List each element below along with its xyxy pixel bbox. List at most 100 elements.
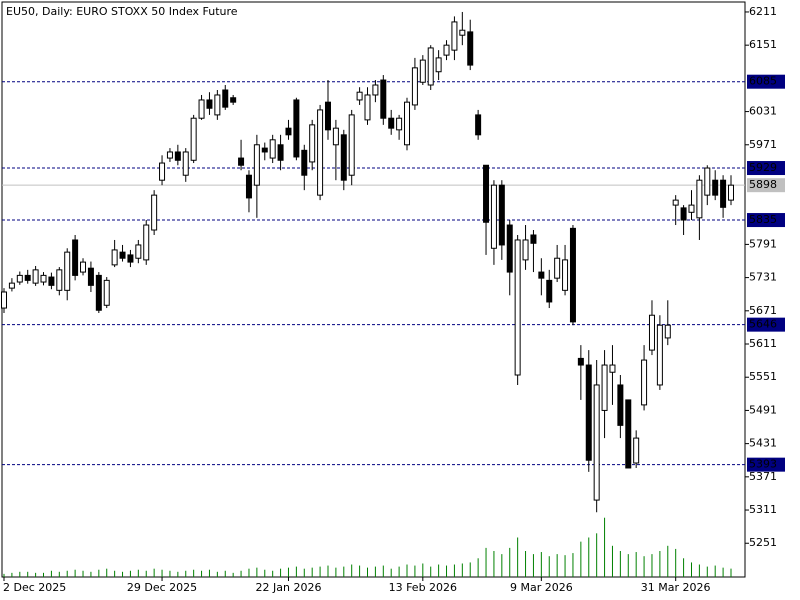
candle-body [238,157,245,166]
candle-body [332,127,339,146]
candle-body [427,47,434,86]
candle-body [40,274,47,283]
candle-body [143,224,150,261]
candle-body [593,384,600,501]
candle-body [119,251,126,259]
y-tick-label: 6211 [749,5,777,18]
candle-body [253,144,260,186]
price-tag-label: 5393 [749,458,777,471]
candle-body [166,151,173,159]
y-tick-label: 5551 [749,370,777,383]
candle-body [585,364,592,461]
candle-body [411,67,418,106]
candle-body [483,164,490,223]
candle-body [530,234,537,244]
candle-body [419,59,426,83]
candle-body [475,114,482,136]
candle-body [285,127,292,136]
candle-body [87,267,94,286]
x-tick-label: 29 Dec 2025 [127,581,197,594]
y-tick-label: 5671 [749,304,777,317]
candle-body [72,239,79,276]
y-tick-label: 5491 [749,403,777,416]
candle-body [340,134,347,181]
candle-body [498,184,505,246]
candle-body [48,276,55,286]
candle-body [656,324,663,386]
candle-body [80,261,87,273]
candle-body [672,199,679,206]
price-tag [747,457,785,472]
price-tag-label: 6085 [749,75,777,88]
candle-body [388,117,395,129]
candle-body [609,364,616,373]
candle-body [198,99,205,119]
candle-body [490,184,497,249]
candle-body [577,357,584,366]
candle-body [372,84,379,96]
y-tick-label: 5791 [749,237,777,250]
y-tick-label: 5371 [749,470,777,483]
y-tick-label: 6151 [749,38,777,51]
candle-body [1,291,7,309]
candle-body [467,31,474,66]
candle-body [522,239,529,261]
chart-title: EU50, Daily: EURO STOXX 50 Index Future [6,5,238,18]
candle-body [214,94,221,116]
price-tag [747,161,785,176]
candle-body [617,384,624,426]
y-tick-label: 6031 [749,105,777,118]
y-tick-label: 5431 [749,437,777,450]
candle-body [190,117,197,161]
candle-body [356,91,363,101]
x-tick-label: 22 Jan 2026 [256,581,322,594]
price-tag-label: 5898 [749,178,777,191]
candle-body [222,89,229,108]
candle-body [64,251,71,291]
x-tick-label: 9 Mar 2026 [510,581,573,594]
candle-body [648,314,655,351]
candle-body [459,29,466,36]
candle-body [277,144,284,161]
candle-body [720,179,727,208]
candle-body [24,274,31,281]
candle-body [95,274,102,311]
candle-body [261,147,268,153]
candle-body [704,167,711,196]
candle-body [538,271,545,279]
y-tick-label: 5971 [749,138,777,151]
candle-body [245,174,252,199]
candle-body [601,364,608,411]
price-tag-label: 5835 [749,213,777,226]
candle-body [562,259,569,291]
y-tick-label: 5731 [749,271,777,284]
candle-body [664,324,671,339]
y-tick-label: 5251 [749,536,777,549]
candle-body [380,79,387,119]
candle-body [317,109,324,196]
candle-body [625,399,632,469]
candle-body [514,239,521,376]
candle-body [111,249,118,266]
candle-body [348,114,355,176]
x-tick-label: 2 Dec 2025 [3,581,66,594]
candle-body [32,269,39,284]
price-tag [747,74,785,89]
candle-body [301,149,308,176]
candle-body [435,57,442,73]
candle-body [451,21,458,51]
candle-body [269,139,276,159]
candle-body [728,184,734,201]
price-tag-label: 5929 [749,161,777,174]
price-tag [747,213,785,228]
candle-body [443,44,450,56]
y-tick-label: 5311 [749,503,777,516]
candle-body [309,124,316,163]
price-tag-label: 5646 [749,318,777,331]
candle-body [127,254,134,263]
candle-body [554,257,561,279]
x-tick-label: 31 Mar 2026 [641,581,711,594]
candle-body [182,151,189,176]
candle-body [135,244,142,259]
